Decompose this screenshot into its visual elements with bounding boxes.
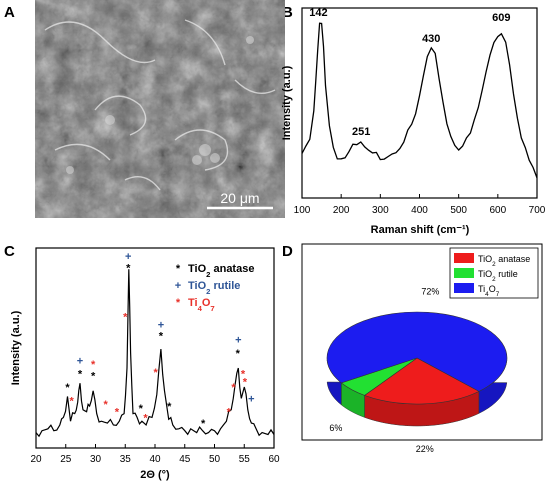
xrd-peak-marker: * (139, 403, 144, 415)
pie-percent-label: 6% (329, 423, 342, 433)
xrd-peak-marker: + (248, 393, 254, 405)
raman-plot-frame (301, 7, 538, 199)
raman-x-ticks: 100 200 300 400 500 600 700 (294, 194, 546, 216)
panel-letter-d: D (282, 243, 293, 260)
xrd-peak-marker: * (231, 382, 236, 394)
pie-legend-label: TiO2 anatase (478, 254, 530, 268)
scale-bar-label: 20 μm (220, 190, 259, 206)
pie-percent-label: 22% (416, 444, 434, 454)
xrd-peak-marker: * (91, 371, 96, 383)
xrd-peak-marker: * (241, 369, 246, 381)
pie-percent-labels: 22% 6% 72% (329, 286, 439, 453)
xrd-legend-label: TiO2 anatase (188, 263, 254, 279)
pie-legend-swatch (454, 268, 474, 278)
xrd-x-tick-label: 55 (239, 454, 251, 465)
raman-chart: 100 200 300 400 500 600 700 142 251 430 609 Raman… (281, 7, 546, 236)
pie-slices (326, 311, 508, 405)
xrd-legend-label: TiO2 rutile (188, 280, 240, 296)
raman-x-tick-label: 100 (294, 205, 311, 216)
xrd-legend: * TiO2 anatase + TiO2 rutile * Ti4O7 (175, 263, 255, 313)
xrd-peak-marker: * (123, 312, 128, 324)
raman-x-tick-label: 400 (411, 205, 428, 216)
xrd-peak-marker: * (65, 382, 70, 394)
xrd-peak-marker: * (201, 418, 206, 430)
pie-slice (363, 357, 480, 405)
raman-x-tick-label: 200 (333, 205, 350, 216)
xrd-x-tick-label: 40 (149, 454, 161, 465)
raman-peak-label: 142 (309, 7, 327, 19)
raman-y-axis-label: Intensity (a.u.) (281, 65, 293, 140)
pie-frame (301, 243, 543, 441)
xrd-peak-marker: * (91, 359, 96, 371)
xrd-peak-marker: * (236, 348, 241, 360)
xrd-x-tick-label: 25 (60, 454, 72, 465)
xrd-peak-marker: * (78, 369, 83, 381)
xrd-x-axis-label: 2Θ (°) (140, 469, 170, 481)
sem-micrograph: 20 μm (35, 0, 285, 218)
xrd-x-tick-label: 50 (209, 454, 221, 465)
xrd-chart: 20 25 30 35 40 45 50 55 60 **+* ****+****+******+… (10, 247, 280, 481)
xrd-legend-label: Ti4O7 (188, 297, 215, 313)
xrd-peak-marker: * (153, 367, 158, 379)
xrd-peak-marker: * (70, 395, 75, 407)
xrd-legend-symbol: + (175, 280, 181, 292)
raman-x-tick-label: 600 (489, 205, 506, 216)
xrd-y-axis-label: Intensity (a.u.) (10, 310, 22, 385)
xrd-x-tick-label: 20 (30, 454, 42, 465)
xrd-pattern-line (35, 269, 275, 438)
xrd-x-tick-label: 60 (268, 454, 280, 465)
xrd-peak-marker: + (235, 335, 241, 347)
pie-slice (326, 311, 508, 392)
xrd-peak-marker: * (159, 331, 164, 343)
xrd-peak-marker: + (77, 355, 83, 367)
raman-peak-label: 430 (422, 33, 440, 45)
xrd-peak-markers: **+* ****+****+******+***+ (65, 251, 254, 430)
raman-x-tick-label: 300 (372, 205, 389, 216)
raman-spectrum-line (301, 22, 538, 179)
xrd-peak-marker: * (243, 376, 248, 388)
xrd-peak-marker: + (125, 251, 131, 263)
raman-x-tick-label: 500 (450, 205, 467, 216)
xrd-peak-marker: * (103, 399, 108, 411)
xrd-x-tick-label: 30 (90, 454, 102, 465)
xrd-peak-marker: * (126, 262, 131, 274)
raman-peak-labels: 142 251 430 609 (309, 7, 510, 138)
pie-legend-swatch (454, 283, 474, 293)
raman-peak-label: 251 (352, 126, 370, 138)
xrd-peak-marker: + (158, 319, 164, 331)
pie-percent-label: 72% (421, 286, 439, 296)
pie-legend-label: Ti4O7 (478, 284, 500, 298)
raman-x-tick-label: 700 (529, 205, 546, 216)
xrd-peak-marker: * (143, 412, 148, 424)
panel-letter-b: B (282, 4, 293, 21)
raman-peak-label: 609 (492, 12, 510, 24)
panel-letter-c: C (4, 243, 15, 260)
pie-legend-swatch (454, 253, 474, 263)
pie-legend-label: TiO2 rutile (478, 269, 518, 283)
xrd-peak-marker: * (167, 401, 172, 413)
panel-letter-a: A (4, 4, 15, 21)
xrd-peak-marker: * (115, 407, 120, 419)
xrd-legend-symbol: * (176, 297, 181, 309)
xrd-x-tick-label: 45 (179, 454, 191, 465)
xrd-legend-symbol: * (176, 263, 181, 275)
xrd-x-ticks: 20 25 30 35 40 45 50 55 60 (30, 444, 280, 465)
xrd-peak-marker: * (227, 407, 232, 419)
xrd-x-tick-label: 35 (120, 454, 132, 465)
raman-x-axis-label: Raman shift (cm⁻¹) (371, 224, 470, 236)
